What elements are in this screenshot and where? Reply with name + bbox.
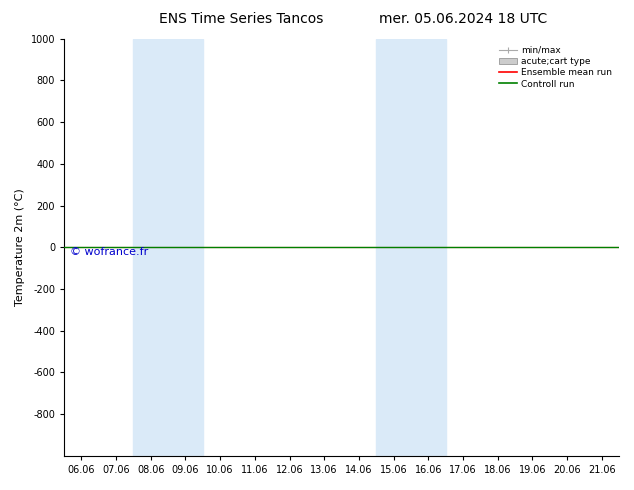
Y-axis label: Temperature 2m (°C): Temperature 2m (°C) <box>15 189 25 306</box>
Bar <box>376 39 446 456</box>
Text: ENS Time Series Tancos: ENS Time Series Tancos <box>158 12 323 26</box>
Legend: min/max, acute;cart type, Ensemble mean run, Controll run: min/max, acute;cart type, Ensemble mean … <box>496 43 614 91</box>
Text: © wofrance.fr: © wofrance.fr <box>70 247 148 257</box>
Bar <box>133 39 203 456</box>
Text: mer. 05.06.2024 18 UTC: mer. 05.06.2024 18 UTC <box>378 12 547 26</box>
